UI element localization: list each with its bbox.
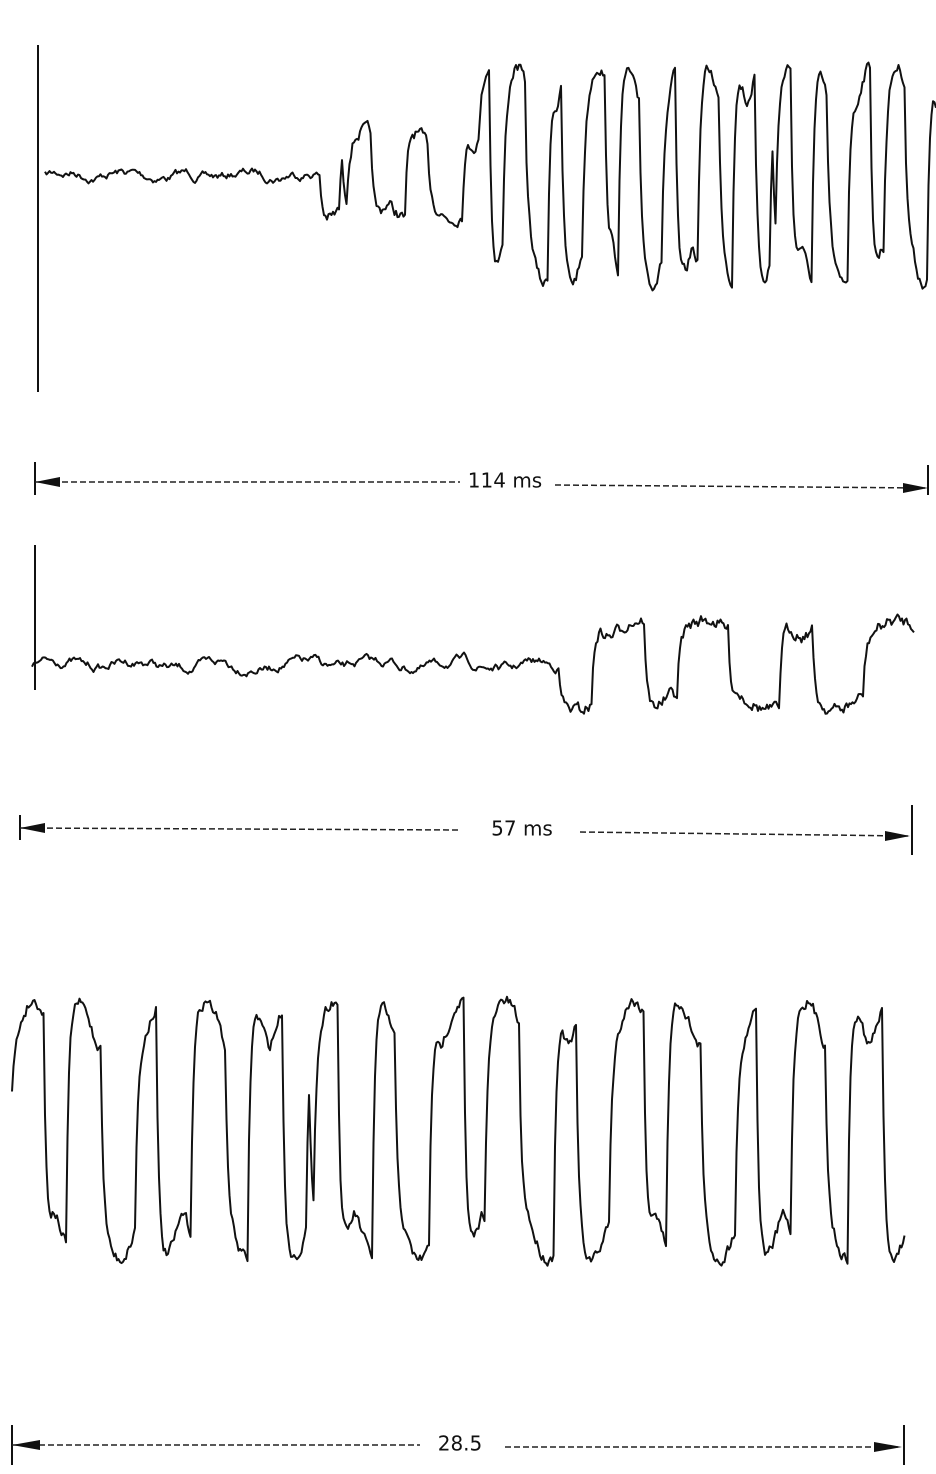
arrow [885, 831, 910, 841]
arrow [35, 477, 60, 487]
arrow [874, 1442, 902, 1452]
waveform [44, 61, 936, 292]
waveform [11, 995, 906, 1267]
bar-line [579, 831, 909, 837]
arrow [903, 483, 928, 493]
arrow [12, 1440, 40, 1450]
bar-line [554, 484, 926, 489]
scale-bar: 114 ms [34, 462, 929, 495]
scale-bar: 57 ms [19, 805, 913, 855]
arrow [20, 823, 45, 833]
scale-label: 28.5 [438, 1432, 483, 1456]
waveform [31, 613, 915, 715]
bar-line [19, 827, 461, 831]
scale-label: 114 ms [468, 469, 542, 493]
scale-label: 57 ms [491, 817, 553, 841]
scale-bar: 28.5 [11, 1425, 905, 1465]
